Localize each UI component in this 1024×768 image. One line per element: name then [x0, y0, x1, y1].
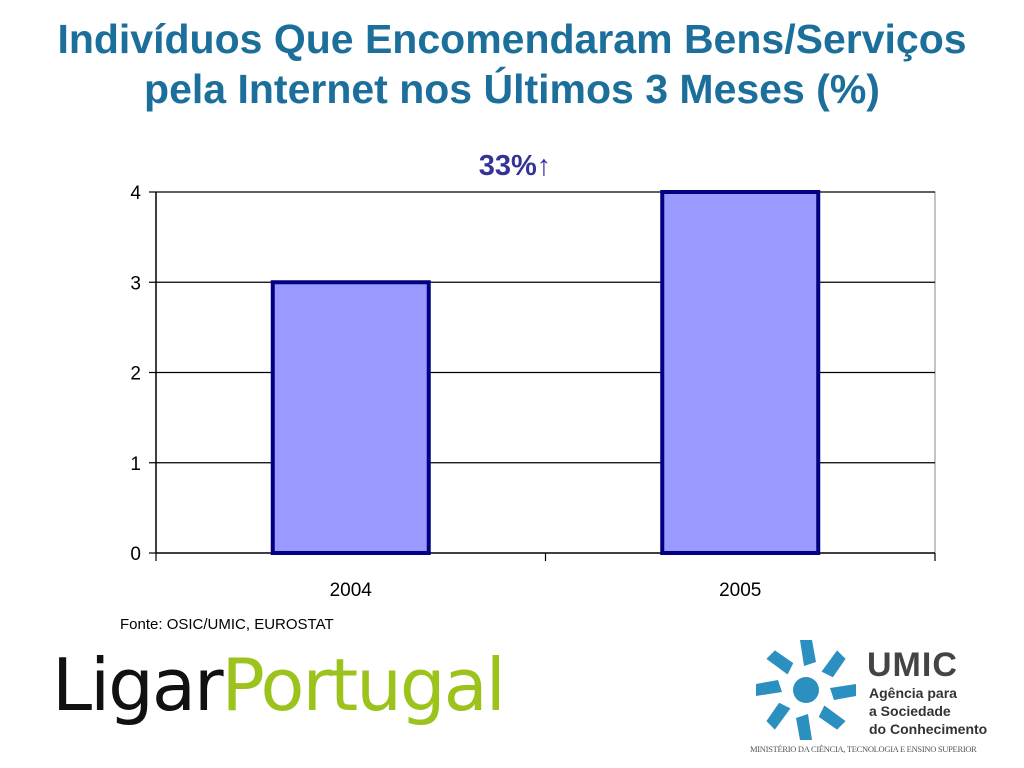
title-line-1: Indivíduos Que Encomendaram Bens/Serviço… — [57, 16, 967, 62]
logo-ligar-part1: Ligar — [52, 643, 224, 727]
umic-logo: UMIC Agência para a Sociedade do Conheci… — [750, 632, 1020, 762]
growth-annotation: 33%↑ — [440, 150, 590, 183]
chart-title: Indivíduos Que Encomendaram Bens/Serviço… — [0, 14, 1024, 114]
ligar-portugal-logo: LigarPortugal — [52, 640, 506, 730]
ministry-caption: MINISTÉRIO DA CIÊNCIA, TECNOLOGIA E ENSI… — [750, 744, 977, 754]
logo-ligar-part2: Portugal — [221, 643, 506, 727]
y-tick-label: 2 — [130, 364, 141, 385]
x-tick-label: 2005 — [719, 580, 761, 601]
umic-emblem-icon — [756, 640, 856, 740]
umic-subtitle: Agência para a Sociedade do Conhecimento — [869, 684, 987, 738]
x-tick-label: 2004 — [330, 580, 373, 601]
growth-value: 33% — [478, 150, 537, 182]
y-tick-label: 4 — [130, 183, 141, 204]
umic-subtitle-line-3: do Conhecimento — [869, 721, 988, 737]
umic-subtitle-line-2: a Sociedade — [869, 703, 951, 719]
y-tick-label: 1 — [130, 454, 141, 475]
y-tick-label: 3 — [130, 273, 141, 294]
title-line-2: pela Internet nos Últimos 3 Meses (%) — [144, 66, 880, 112]
up-arrow-icon: ↑ — [536, 150, 552, 182]
source-note: Fonte: OSIC/UMIC, EUROSTAT — [120, 616, 334, 633]
y-tick-label: 0 — [130, 544, 141, 565]
bar-chart: 0 1 2 3 4 2004 2005 — [130, 183, 936, 601]
bar-2005 — [660, 190, 821, 555]
umic-subtitle-line-1: Agência para — [869, 685, 957, 701]
umic-name: UMIC — [867, 646, 958, 684]
bar-2004 — [270, 280, 431, 555]
